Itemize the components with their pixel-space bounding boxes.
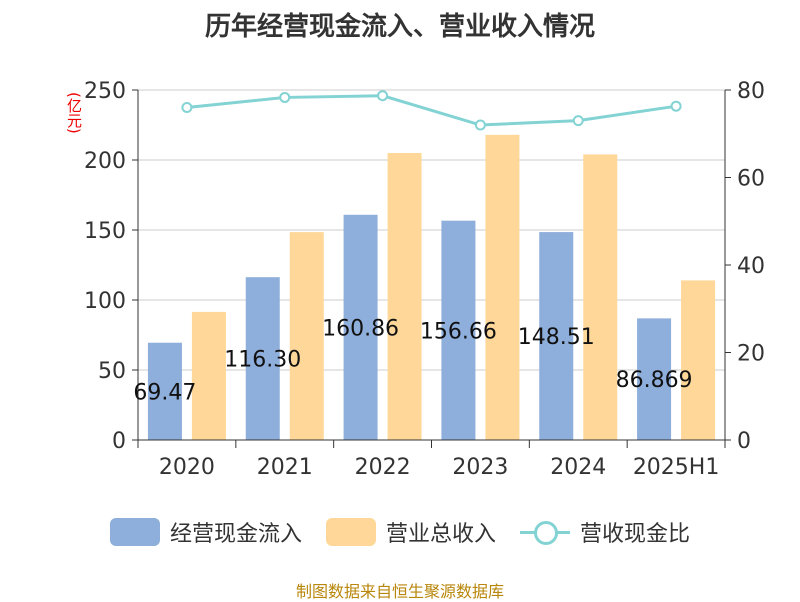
y-tick-label: 50 <box>98 359 126 384</box>
y-tick-label: 250 <box>84 79 126 104</box>
x-tick-label: 2025H1 <box>633 455 720 480</box>
bar-revenue <box>191 311 226 440</box>
legend-label-cash-inflow: 经营现金流入 <box>169 522 302 547</box>
legend-swatch-cash-inflow <box>109 518 160 546</box>
bar-data-label: 69.47 <box>133 380 196 405</box>
y-axis-label: (亿元) <box>65 92 83 134</box>
ratio-point <box>474 119 486 131</box>
y-tick-label: 0 <box>112 429 126 454</box>
x-tick-label: 2020 <box>159 455 215 480</box>
legend-item-ratio[interactable]: 营收现金比 <box>520 516 690 548</box>
axes: 0 50 100 150 200 250 0 20 40 60 80 2020 2021 2022 2023… <box>84 79 765 480</box>
bar-revenue <box>583 154 618 440</box>
ratio-point <box>377 90 389 102</box>
y2-tick-label: 60 <box>737 167 765 192</box>
x-tick-label: 2024 <box>550 455 606 480</box>
ratio-point <box>181 102 193 113</box>
legend-swatch-revenue <box>325 518 376 546</box>
bar-cash-inflow <box>147 342 182 440</box>
x-tick-label: 2021 <box>257 455 313 480</box>
bar-revenue <box>485 134 520 441</box>
bar-revenue <box>387 153 422 440</box>
bar-data-label: 86.869 <box>616 368 693 393</box>
bar-data-label: 148.51 <box>518 325 595 350</box>
y-tick-label: 150 <box>84 219 126 244</box>
bar-cash-inflow <box>245 277 280 440</box>
legend-item-revenue[interactable]: 营业总收入 <box>325 516 496 548</box>
bar-data-label: 116.30 <box>224 348 301 373</box>
bar-data-label: 156.66 <box>420 319 497 344</box>
y2-tick-label: 0 <box>737 429 751 454</box>
y2-tick-label: 40 <box>737 254 765 279</box>
legend-label-revenue: 营业总收入 <box>385 522 496 547</box>
chart-title: 历年经营现金流入、营业收入情况 <box>204 12 595 42</box>
y2-tick-label: 20 <box>737 342 765 367</box>
bar-cash-inflow <box>539 232 574 440</box>
bar-cash-inflow <box>343 214 378 440</box>
x-tick-label: 2023 <box>452 455 508 480</box>
legend-label-ratio: 营收现金比 <box>580 522 691 547</box>
bar-cash-inflow <box>441 220 476 440</box>
line-series <box>181 90 682 131</box>
ratio-point <box>670 100 682 112</box>
legend-item-cash-inflow[interactable]: 经营现金流入 <box>109 516 302 548</box>
ratio-point <box>279 91 291 103</box>
y-tick-label: 100 <box>84 289 126 314</box>
legend-swatch-ratio <box>520 518 570 546</box>
ratio-point <box>572 115 584 127</box>
y2-tick-label: 80 <box>737 79 765 104</box>
y-tick-label: 200 <box>84 149 126 174</box>
bar-data-label: 160.86 <box>322 316 399 341</box>
bar-cash-inflow <box>637 318 672 440</box>
bar-revenue <box>681 280 716 440</box>
legend: 经营现金流入 营业总收入 营收现金比 <box>0 516 800 548</box>
data-source-note: 制图数据来自恒生聚源数据库 <box>295 582 504 601</box>
bar-revenue <box>289 232 324 440</box>
ratio-line <box>186 94 677 127</box>
data-labels: 69.47 116.30 160.86 156.66 148.51 86.869 <box>133 316 692 405</box>
x-tick-label: 2022 <box>355 455 411 480</box>
bar-marks <box>147 134 716 441</box>
